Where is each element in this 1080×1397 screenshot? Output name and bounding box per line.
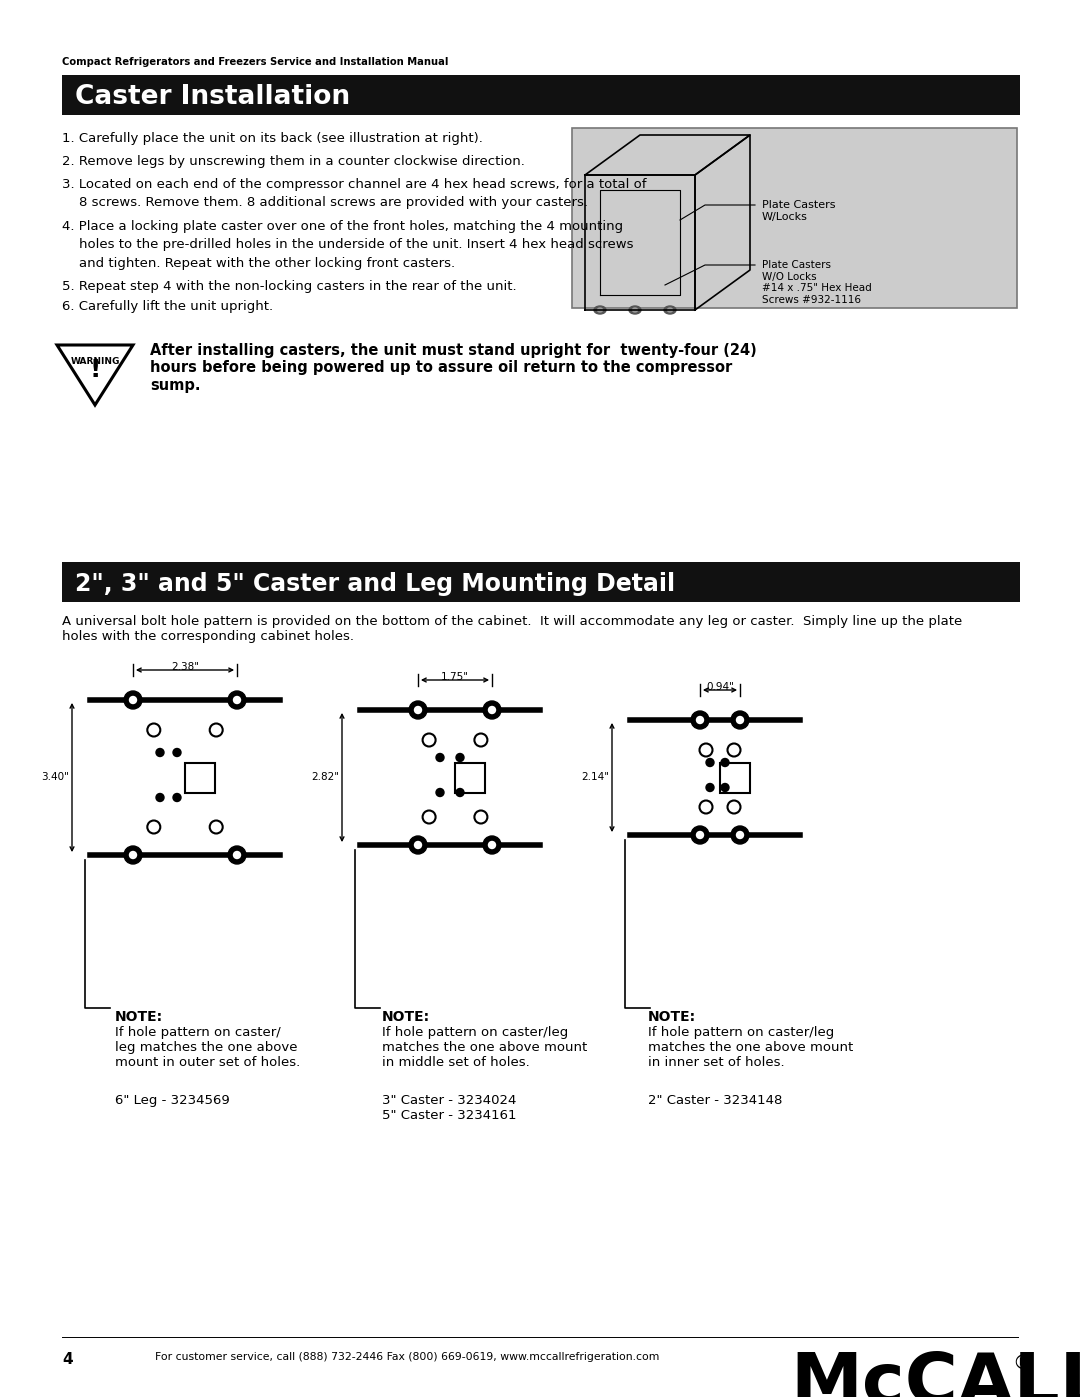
Ellipse shape: [436, 788, 444, 796]
Ellipse shape: [409, 835, 427, 854]
Ellipse shape: [731, 711, 750, 729]
Text: Plate Casters
W/O Locks
#14 x .75" Hex Head
Screws #932-1116: Plate Casters W/O Locks #14 x .75" Hex H…: [762, 260, 872, 305]
Text: If hole pattern on caster/leg
matches the one above mount
in inner set of holes.: If hole pattern on caster/leg matches th…: [648, 1025, 853, 1069]
Text: 4. Place a locking plate caster over one of the front holes, matching the 4 moun: 4. Place a locking plate caster over one…: [62, 219, 623, 233]
Text: NOTE:: NOTE:: [114, 1010, 163, 1024]
Text: 8 screws. Remove them. 8 additional screws are provided with your casters.: 8 screws. Remove them. 8 additional scre…: [62, 196, 588, 210]
Ellipse shape: [594, 306, 606, 314]
Text: 0.94": 0.94": [706, 682, 734, 692]
Bar: [62, 562, 1020, 602]
Ellipse shape: [228, 692, 246, 710]
Ellipse shape: [697, 831, 703, 838]
Ellipse shape: [456, 788, 464, 796]
Ellipse shape: [233, 852, 241, 859]
Ellipse shape: [629, 306, 642, 314]
Ellipse shape: [233, 697, 241, 704]
Text: !: !: [90, 358, 100, 381]
Ellipse shape: [633, 307, 637, 312]
Bar: [572, 129, 1017, 307]
Ellipse shape: [409, 701, 427, 719]
Text: ®: ®: [1012, 1354, 1031, 1373]
Ellipse shape: [228, 847, 246, 863]
Bar: [185, 763, 215, 792]
Ellipse shape: [456, 753, 464, 761]
Ellipse shape: [415, 707, 421, 714]
Ellipse shape: [124, 847, 141, 863]
Bar: [720, 763, 750, 792]
Ellipse shape: [706, 784, 714, 792]
Text: Plate Casters
W/Locks: Plate Casters W/Locks: [762, 200, 836, 222]
Ellipse shape: [721, 759, 729, 767]
Text: 1. Carefully place the unit on its back (see illustration at right).: 1. Carefully place the unit on its back …: [62, 131, 483, 145]
Ellipse shape: [173, 793, 181, 802]
Text: 1.75": 1.75": [441, 672, 469, 682]
Ellipse shape: [156, 749, 164, 757]
Text: and tighten. Repeat with the other locking front casters.: and tighten. Repeat with the other locki…: [62, 257, 455, 270]
Ellipse shape: [737, 831, 743, 838]
Text: 2.14": 2.14": [581, 773, 609, 782]
Text: 2. Remove legs by unscrewing them in a counter clockwise direction.: 2. Remove legs by unscrewing them in a c…: [62, 155, 525, 168]
Text: holes to the pre-drilled holes in the underside of the unit. Insert 4 hex head s: holes to the pre-drilled holes in the un…: [62, 237, 634, 251]
Text: 3. Located on each end of the compressor channel are 4 hex head screws, for a to: 3. Located on each end of the compressor…: [62, 177, 647, 191]
Text: McCALL: McCALL: [789, 1350, 1080, 1397]
Text: 4: 4: [62, 1352, 72, 1368]
Text: 5. Repeat step 4 with the non-locking casters in the rear of the unit.: 5. Repeat step 4 with the non-locking ca…: [62, 279, 516, 293]
Ellipse shape: [664, 306, 676, 314]
Text: 2" Caster - 3234148: 2" Caster - 3234148: [648, 1094, 782, 1106]
Ellipse shape: [124, 692, 141, 710]
Ellipse shape: [597, 307, 603, 312]
Text: Compact Refrigerators and Freezers Service and Installation Manual: Compact Refrigerators and Freezers Servi…: [62, 57, 448, 67]
Ellipse shape: [488, 841, 496, 848]
Text: If hole pattern on caster/leg
matches the one above mount
in middle set of holes: If hole pattern on caster/leg matches th…: [382, 1025, 588, 1069]
Ellipse shape: [130, 697, 136, 704]
Ellipse shape: [415, 841, 421, 848]
Text: For customer service, call (888) 732-2446 Fax (800) 669-0619, www.mccallrefriger: For customer service, call (888) 732-244…: [156, 1352, 660, 1362]
Text: 6. Carefully lift the unit upright.: 6. Carefully lift the unit upright.: [62, 300, 273, 313]
Text: NOTE:: NOTE:: [648, 1010, 697, 1024]
Ellipse shape: [737, 717, 743, 724]
Text: 3" Caster - 3234024
5" Caster - 3234161: 3" Caster - 3234024 5" Caster - 3234161: [382, 1094, 516, 1122]
Ellipse shape: [483, 701, 501, 719]
Text: If hole pattern on caster/
leg matches the one above
mount in outer set of holes: If hole pattern on caster/ leg matches t…: [114, 1025, 300, 1069]
Ellipse shape: [721, 784, 729, 792]
Ellipse shape: [667, 307, 673, 312]
Text: 2.38": 2.38": [171, 662, 199, 672]
Bar: [62, 75, 1020, 115]
Text: 6" Leg - 3234569: 6" Leg - 3234569: [114, 1094, 230, 1106]
Text: 2", 3" and 5" Caster and Leg Mounting Detail: 2", 3" and 5" Caster and Leg Mounting De…: [75, 571, 675, 597]
Ellipse shape: [697, 717, 703, 724]
Text: After installing casters, the unit must stand upright for  twenty-four (24)
hour: After installing casters, the unit must …: [150, 344, 757, 393]
Text: NOTE:: NOTE:: [382, 1010, 430, 1024]
Ellipse shape: [706, 759, 714, 767]
Ellipse shape: [731, 826, 750, 844]
Text: 3.40": 3.40": [41, 773, 69, 782]
Ellipse shape: [156, 793, 164, 802]
Text: 2.82": 2.82": [311, 773, 339, 782]
Ellipse shape: [436, 753, 444, 761]
Text: WARNING: WARNING: [70, 358, 120, 366]
Text: A universal bolt hole pattern is provided on the bottom of the cabinet.  It will: A universal bolt hole pattern is provide…: [62, 615, 962, 643]
Ellipse shape: [691, 826, 708, 844]
Ellipse shape: [173, 749, 181, 757]
Ellipse shape: [691, 711, 708, 729]
Ellipse shape: [483, 835, 501, 854]
Ellipse shape: [488, 707, 496, 714]
Ellipse shape: [130, 852, 136, 859]
Bar: [455, 763, 485, 792]
Text: Caster Installation: Caster Installation: [75, 84, 350, 110]
